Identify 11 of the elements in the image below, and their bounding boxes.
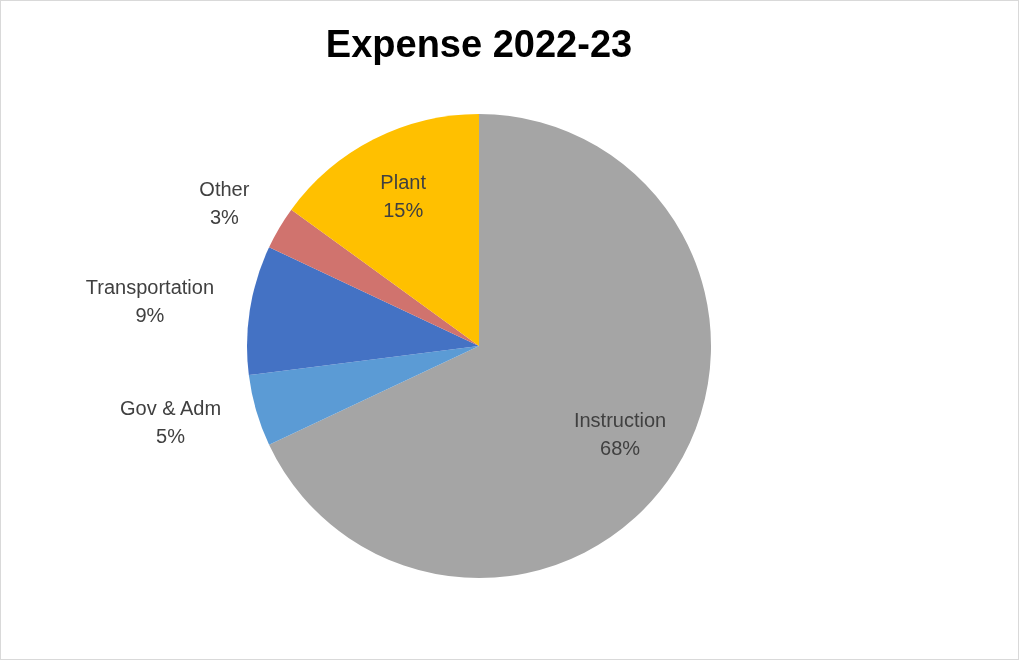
slice-label: Gov & Adm	[119, 397, 222, 420]
slice-label: Other	[199, 177, 250, 200]
slice-label: Instruction	[573, 409, 667, 432]
slice-label: Plant	[380, 170, 427, 193]
data-label: 9%	[135, 303, 165, 326]
data-label: 68%	[600, 437, 641, 460]
data-label: 3%	[209, 205, 240, 228]
data-label: 15%	[383, 198, 424, 221]
slice-label: Transportation	[85, 275, 215, 298]
data-label: 5%	[156, 425, 186, 448]
chart-title: Expense 2022-23	[324, 23, 634, 66]
